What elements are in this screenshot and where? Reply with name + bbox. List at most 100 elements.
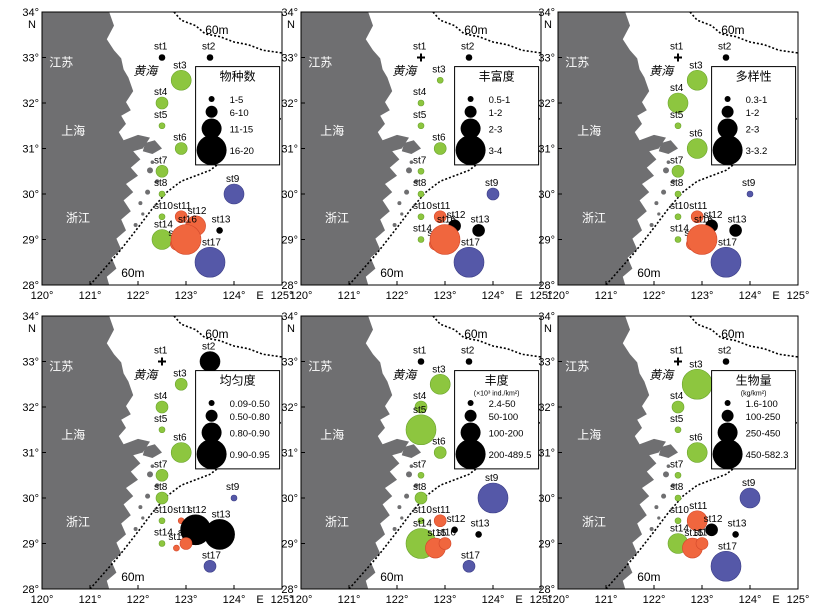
- map-label-isobath-c: 60m: [380, 570, 403, 584]
- lat-tick-label: 34°: [281, 7, 298, 19]
- chongming-island: [658, 444, 678, 458]
- station-label: st3: [432, 64, 446, 75]
- map-label-jiangsu: 江苏: [565, 56, 589, 70]
- station-label: st1: [413, 42, 427, 53]
- lon-tick-label: 125°: [530, 290, 553, 302]
- islet: [404, 493, 410, 499]
- station-label: st1: [670, 42, 684, 53]
- legend-label: 2-3: [746, 125, 760, 136]
- station-bubble: [174, 142, 188, 155]
- lat-tick-label: 29°: [538, 539, 555, 551]
- lon-tick-label: 122°: [386, 290, 409, 302]
- map-label-shanghai: 上海: [320, 427, 344, 442]
- islet: [141, 212, 145, 216]
- isobath-60m-line: [173, 316, 282, 358]
- map-label-yellow-sea: 黄海: [649, 368, 675, 382]
- legend-symbol: [201, 422, 222, 443]
- lat-tick-label: 30°: [538, 493, 555, 505]
- map-label-shanghai: 上海: [577, 123, 601, 138]
- lon-tick-label: 125°: [271, 290, 294, 302]
- station-cross-marker: [417, 53, 425, 62]
- station-label: st10: [670, 201, 689, 212]
- station-label: st14: [413, 519, 432, 530]
- legend-label: 0.3-1: [746, 95, 768, 106]
- lon-tick-label: 125°: [271, 594, 294, 606]
- station-label: st12: [188, 206, 207, 217]
- legend-symbol: [464, 105, 477, 118]
- map-panel-6: 江苏黄海上海浙江60m60m60mst1st2st3st4st5st6st7st…: [538, 311, 809, 606]
- lat-tick-label: 30°: [281, 493, 298, 505]
- station-bubble: [223, 183, 245, 205]
- station-bubble: [417, 99, 425, 107]
- station-label: st4: [670, 391, 684, 402]
- station-bubble: [203, 559, 217, 573]
- legend-label: 0.50-0.80: [230, 412, 270, 423]
- map-label-isobath-a: 60m: [205, 23, 228, 37]
- lat-tick-label: 28°: [538, 280, 555, 292]
- legend: 均匀度 0.09-0.50 0.50-0.80 0.80-0.90 0.90-0.95: [195, 370, 281, 470]
- station-label: st5: [670, 414, 684, 425]
- map-label-isobath-a: 60m: [721, 327, 744, 341]
- lon-tick-label: 121°: [79, 594, 102, 606]
- lat-tick-label: 32°: [22, 402, 39, 414]
- station-bubble: [429, 373, 451, 395]
- lat-tick-label: 33°: [22, 357, 39, 369]
- chongming-island: [401, 140, 421, 154]
- station-bubble: [477, 482, 509, 514]
- legend-label: 2.4-50: [489, 399, 516, 410]
- legend-symbol: [712, 439, 743, 470]
- station-label: st3: [173, 60, 187, 71]
- legend-title: 丰富度: [479, 69, 515, 84]
- legend-label: 3-3.2: [746, 146, 768, 157]
- lon-tick-label: 124°: [482, 290, 505, 302]
- station-bubble: [230, 494, 238, 502]
- station-label: st1: [154, 346, 168, 357]
- station-label: st6: [173, 133, 187, 144]
- legend-title: 均匀度: [220, 373, 256, 388]
- station-label: st3: [689, 359, 703, 370]
- islet: [663, 471, 669, 478]
- map-label-shanghai: 上海: [61, 427, 85, 442]
- station-label: st15: [168, 532, 187, 543]
- station-label: st3: [432, 364, 446, 375]
- station-label: st9: [742, 178, 756, 189]
- station-label: st2: [202, 42, 216, 53]
- islet: [147, 471, 153, 478]
- station-label: st6: [173, 433, 187, 444]
- station-bubble: [674, 190, 682, 198]
- station-label: st11: [173, 505, 192, 516]
- lat-tick-label: 30°: [22, 493, 39, 505]
- station-bubble: [686, 138, 708, 159]
- legend-symbol: [205, 409, 218, 422]
- station-label: st13: [471, 214, 490, 225]
- islet: [414, 179, 419, 184]
- legend-label: 11-15: [230, 125, 254, 136]
- islet: [155, 483, 160, 488]
- station-bubble: [746, 190, 754, 198]
- lat-tick-label: 32°: [281, 402, 298, 414]
- legend: 多样性 0.3-1 1-2 2-3 3-3.2: [711, 66, 797, 166]
- map-area: 江苏黄海上海浙江60m60m60mst1st2st3st4st5st6st7st…: [301, 12, 541, 285]
- lat-tick-label: 31°: [538, 448, 555, 460]
- lat-tick-label: 33°: [281, 357, 298, 369]
- islet: [663, 167, 669, 174]
- station-bubble: [465, 54, 473, 61]
- lon-tick-label: 122°: [386, 594, 409, 606]
- station-label: st6: [432, 133, 446, 144]
- lat-tick-label: 29°: [281, 235, 298, 247]
- lon-tick-label: 123°: [691, 290, 714, 302]
- station-label: st2: [718, 346, 732, 357]
- lon-tick-label: 121°: [79, 290, 102, 302]
- station-label: st3: [689, 60, 703, 71]
- islet: [671, 179, 676, 184]
- lon-tick-label: 121°: [338, 290, 361, 302]
- legend-symbol: [717, 422, 738, 443]
- lon-tick-label: 124°: [739, 290, 762, 302]
- station-label: st5: [413, 110, 427, 121]
- station-bubble: [729, 224, 742, 237]
- station-label: st11: [689, 201, 708, 212]
- legend-label: 250-450: [746, 429, 781, 440]
- station-bubble: [216, 227, 223, 234]
- islet: [666, 464, 671, 468]
- station-bubble: [414, 400, 428, 414]
